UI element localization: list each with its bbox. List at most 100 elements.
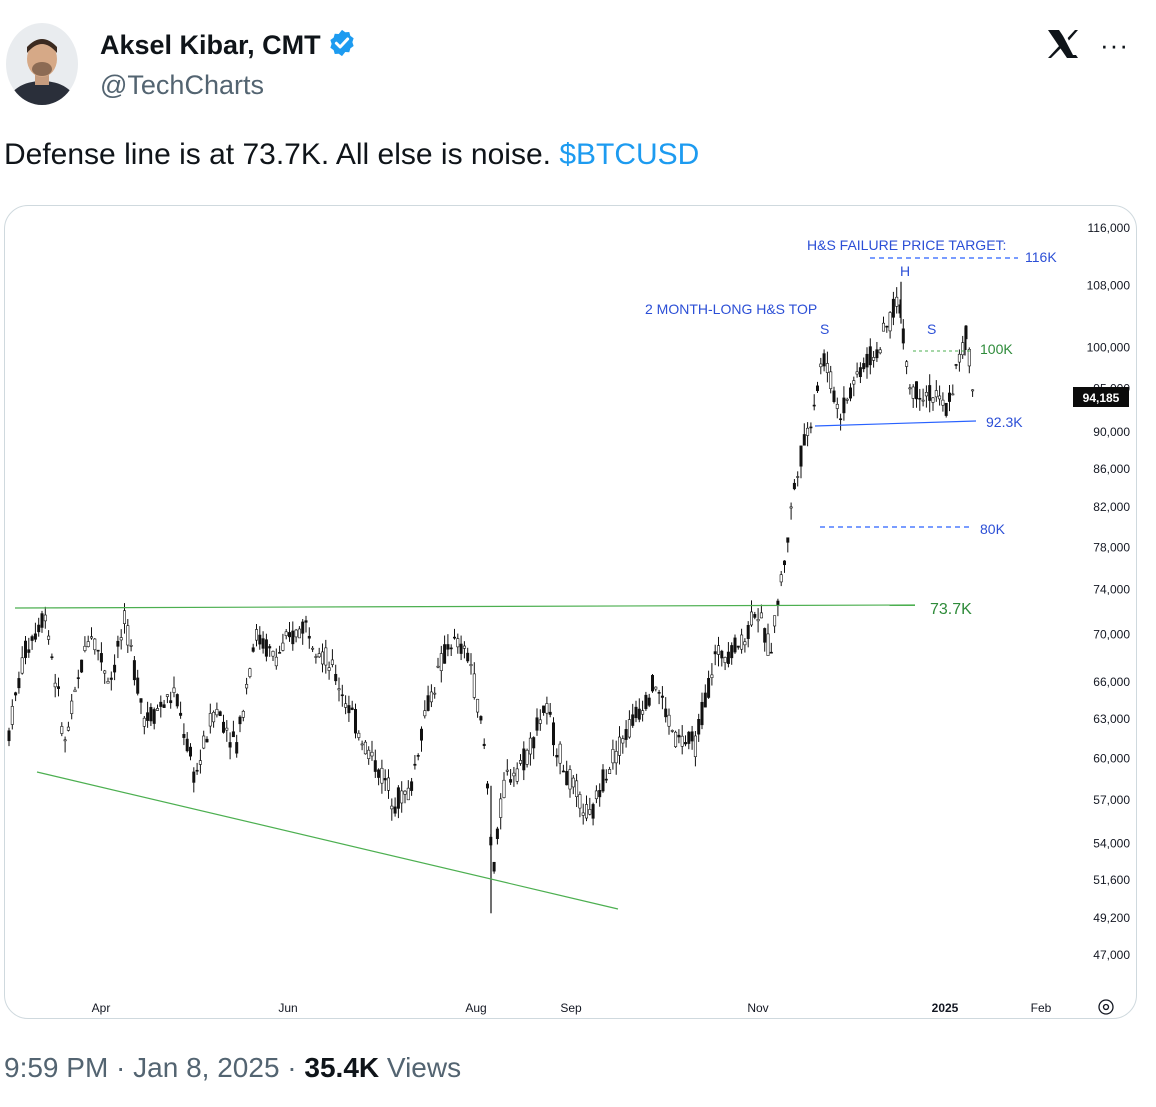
candle-body — [291, 630, 295, 645]
y-tick-label: 57,000 — [1093, 793, 1130, 807]
candle-body — [360, 743, 364, 746]
candle-body — [512, 772, 516, 777]
candle-body — [485, 783, 489, 789]
views-label: Views — [386, 1052, 462, 1083]
candle-body — [423, 710, 427, 717]
candle-body — [934, 390, 938, 398]
left-shoulder-label: S — [820, 321, 829, 337]
y-tick-label: 74,000 — [1093, 583, 1130, 597]
candle-body — [822, 353, 826, 367]
candle-body — [449, 647, 453, 650]
candle-body — [370, 751, 374, 757]
candle-body — [66, 726, 70, 731]
y-tick-label: 100,000 — [1087, 340, 1131, 354]
more-icon[interactable]: ··· — [1100, 30, 1129, 60]
x-tick-label: Jun — [278, 1001, 297, 1015]
support-trendline — [36, 771, 619, 910]
candle-body — [479, 716, 483, 721]
neckline-label: 92.3K — [986, 414, 1023, 430]
candle-body — [297, 628, 301, 639]
candle-body — [149, 707, 153, 722]
author-name-row[interactable]: Aksel Kibar, CMT — [100, 28, 357, 63]
candle-body — [320, 651, 324, 665]
candle-body — [271, 650, 275, 657]
candle-body — [96, 649, 100, 652]
candle-body — [829, 371, 833, 389]
candle-body — [396, 787, 400, 809]
candle-body — [650, 675, 654, 692]
candle-body — [344, 703, 348, 708]
candle-body — [301, 621, 305, 634]
candle-body — [858, 367, 862, 378]
last-price-label: 94,185 — [1083, 391, 1120, 405]
x-tick-label: 2025 — [932, 1001, 959, 1015]
candle-body — [967, 349, 971, 367]
candle-body — [208, 713, 212, 727]
candle-body — [287, 632, 291, 638]
candle-body — [872, 357, 876, 361]
y-tick-label: 90,000 — [1093, 425, 1130, 439]
resistance-line-737k — [14, 604, 916, 609]
candle-body — [809, 426, 813, 429]
candle-body — [766, 633, 770, 656]
candle-body — [317, 653, 321, 658]
candle-body — [558, 743, 562, 764]
candle-body — [466, 652, 470, 662]
candle-body — [551, 722, 555, 746]
candle-body — [169, 700, 173, 704]
tweet-time[interactable]: 9:59 PM — [4, 1052, 109, 1083]
candle-body — [123, 610, 127, 624]
candle-body — [93, 638, 97, 651]
candle-body — [855, 371, 859, 375]
candle-body — [918, 397, 922, 400]
author-handle[interactable]: @TechCharts — [100, 70, 264, 100]
candle-body — [515, 768, 519, 782]
candle-body — [205, 738, 209, 743]
candle-body — [713, 651, 717, 655]
candle-body — [862, 363, 866, 370]
candle-body — [608, 769, 612, 774]
x-logo-icon[interactable] — [1046, 28, 1080, 60]
candle-body — [165, 694, 169, 697]
candle-body — [14, 692, 18, 696]
candle-body — [905, 361, 909, 367]
chart-image[interactable]: H&S FAILURE PRICE TARGET: 116K H 2 MONTH… — [4, 205, 1137, 1019]
tweet-date[interactable]: Jan 8, 2025 — [133, 1052, 280, 1083]
candle-body — [782, 560, 786, 566]
candle-body — [842, 397, 846, 414]
candle-body — [878, 349, 882, 354]
tweet-footer: 9:59 PM · Jan 8, 2025 · 35.4K Views — [4, 1052, 462, 1083]
candle-body — [611, 749, 615, 764]
candle-body — [707, 678, 711, 698]
candle-body — [852, 380, 856, 385]
y-tick-label: 66,000 — [1093, 675, 1130, 689]
candle-body — [921, 399, 925, 402]
right-shoulder-label: S — [927, 321, 936, 337]
candle-body — [693, 735, 697, 757]
candle-body — [495, 828, 499, 839]
candle-body — [307, 635, 311, 639]
candle-body — [261, 638, 265, 649]
cashtag-link[interactable]: $BTCUSD — [559, 138, 700, 171]
candle-body — [763, 628, 767, 643]
candle-body — [373, 760, 377, 772]
candle-body — [542, 705, 546, 713]
level-737k-label: 73.7K — [930, 601, 972, 618]
candle-body — [726, 651, 730, 664]
candle-body — [657, 692, 661, 694]
candle-body — [63, 739, 67, 742]
avatar[interactable] — [6, 23, 78, 105]
author-name[interactable]: Aksel Kibar, CMT — [100, 30, 321, 60]
candle-body — [759, 612, 763, 619]
candle-body — [337, 688, 341, 691]
neckline — [814, 420, 977, 427]
candle-body — [142, 717, 146, 727]
candle-body — [33, 633, 37, 640]
candle-body — [720, 650, 724, 659]
candle-body — [971, 389, 975, 392]
candle-body — [581, 812, 585, 816]
candle-body — [634, 706, 638, 719]
y-tick-label: 82,000 — [1093, 500, 1130, 514]
target-label: 116K — [1025, 249, 1057, 265]
candle-body — [733, 637, 737, 653]
